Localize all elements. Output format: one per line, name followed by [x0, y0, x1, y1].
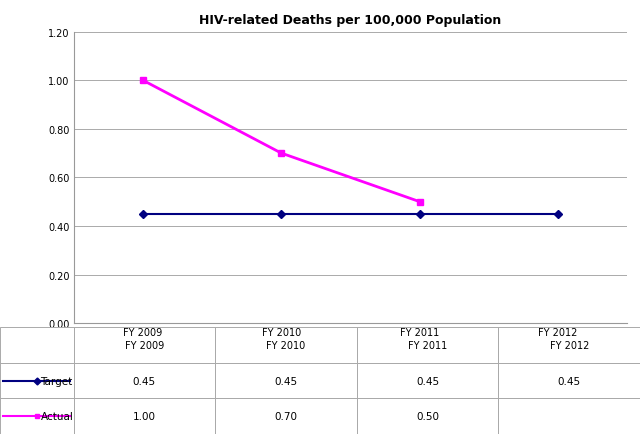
Text: 0.45: 0.45 [416, 376, 439, 386]
Bar [74, 398, 215, 434]
Point [0, 378, 7, 384]
Text: FY 2012: FY 2012 [550, 340, 589, 350]
Bar [499, 328, 640, 363]
Text: FY 2010: FY 2010 [266, 340, 306, 350]
Bar [357, 398, 499, 434]
Text: Actual: Actual [40, 411, 74, 421]
Bar [215, 398, 357, 434]
Title: HIV-related Deaths per 100,000 Population: HIV-related Deaths per 100,000 Populatio… [199, 14, 502, 27]
Point [67, 414, 74, 419]
Text: 0.45: 0.45 [275, 376, 298, 386]
Bar [0, 328, 74, 363]
Bar [215, 363, 357, 398]
Point [67, 378, 74, 384]
Bar [0, 398, 74, 434]
Text: FY 2009: FY 2009 [125, 340, 164, 350]
Point [0, 414, 7, 419]
Text: 0.45: 0.45 [133, 376, 156, 386]
Text: 0.50: 0.50 [416, 411, 439, 421]
Bar [499, 398, 640, 434]
Text: 0.70: 0.70 [275, 411, 298, 421]
Text: 1.00: 1.00 [133, 411, 156, 421]
Bar [74, 363, 215, 398]
Bar [357, 328, 499, 363]
Text: Target: Target [40, 376, 73, 386]
Bar [74, 328, 215, 363]
Bar [357, 363, 499, 398]
Text: 0.45: 0.45 [557, 376, 580, 386]
Bar [499, 363, 640, 398]
Bar [0, 363, 74, 398]
Text: FY 2011: FY 2011 [408, 340, 447, 350]
Bar [215, 328, 357, 363]
